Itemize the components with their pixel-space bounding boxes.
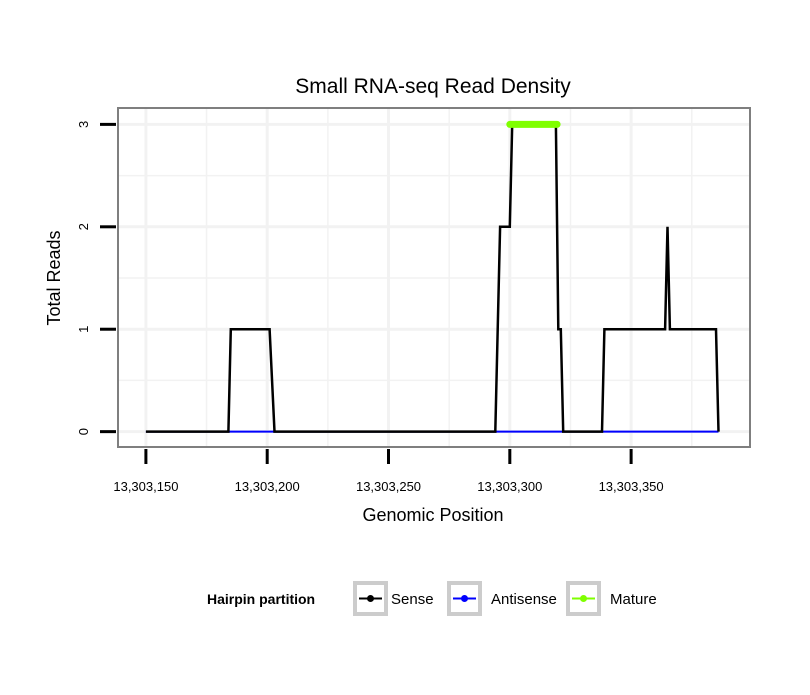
series-group [145, 120, 720, 433]
legend-key-point [367, 595, 374, 602]
plot-border [117, 107, 751, 448]
legend: Hairpin partition Sense Antisense Mature [207, 581, 657, 616]
legend-label: Antisense [491, 591, 557, 608]
legend-item-sense: Sense [353, 581, 434, 616]
y-tick-label: 3 [76, 121, 91, 128]
legend-key-point [461, 595, 468, 602]
series-line-sense [145, 123, 720, 433]
x-tick-label: 13,303,250 [356, 479, 421, 494]
x-axis-label: Genomic Position [362, 505, 503, 525]
legend-item-antisense: Antisense [447, 581, 557, 616]
y-tick-label: 1 [76, 326, 91, 333]
legend-item-mature: Mature [566, 581, 657, 616]
x-tick-label: 13,303,200 [235, 479, 300, 494]
y-tick-label: 2 [76, 223, 91, 230]
legend-key-point [580, 595, 587, 602]
x-axis: 13,303,150 13,303,200 13,303,250 13,303,300… [113, 449, 664, 494]
x-tick-label: 13,303,300 [477, 479, 542, 494]
x-tick-label: 13,303,350 [599, 479, 664, 494]
legend-label: Mature [610, 591, 657, 608]
legend-label: Sense [391, 591, 434, 608]
y-axis-label: Total Reads [44, 230, 64, 325]
chart-title: Small RNA-seq Read Density [295, 75, 571, 98]
x-tick-label: 13,303,150 [113, 479, 178, 494]
legend-title: Hairpin partition [207, 591, 315, 607]
y-tick-label: 0 [76, 428, 91, 435]
y-axis: 0 1 2 3 [76, 121, 116, 435]
